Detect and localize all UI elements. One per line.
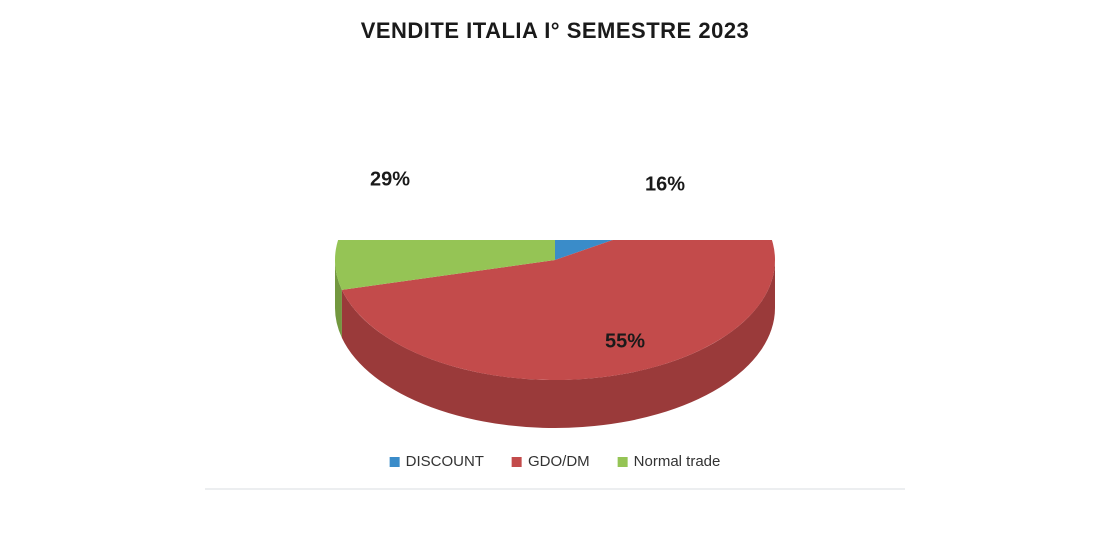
footer-divider [205, 488, 905, 490]
slice-label-normal: 29% [370, 169, 410, 192]
legend-swatch [618, 457, 628, 467]
chart-legend: DISCOUNT GDO/DM Normal trade [390, 453, 721, 470]
legend-item-normal: Normal trade [618, 453, 721, 470]
legend-label: GDO/DM [528, 453, 590, 470]
pie-chart: 16% 55% 29% [305, 240, 805, 560]
legend-item-discount: DISCOUNT [390, 453, 484, 470]
legend-item-gdo: GDO/DM [512, 453, 590, 470]
slice-label-gdo: 55% [605, 331, 645, 354]
legend-label: Normal trade [634, 453, 721, 470]
legend-swatch [390, 457, 400, 467]
chart-title: VENDITE ITALIA I° SEMESTRE 2023 [0, 0, 1110, 44]
legend-label: DISCOUNT [406, 453, 484, 470]
legend-swatch [512, 457, 522, 467]
slice-label-discount: 16% [645, 174, 685, 197]
